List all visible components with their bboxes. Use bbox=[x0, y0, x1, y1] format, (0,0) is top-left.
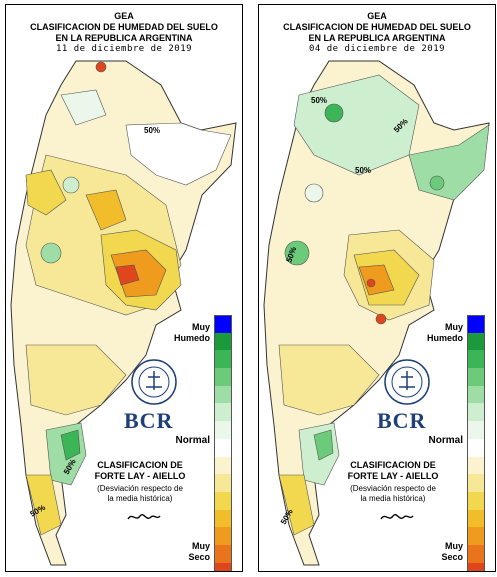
scale-swatch bbox=[467, 527, 485, 545]
classification-line1: CLASIFICACION DE bbox=[350, 460, 436, 470]
org-label: GEA bbox=[367, 11, 387, 21]
map-title-line1: CLASIFICACION DE HUMEDAD DEL SUELO bbox=[283, 22, 471, 32]
bcr-seal-logo bbox=[131, 359, 177, 405]
scale-swatch bbox=[214, 368, 232, 386]
org-label: GEA bbox=[114, 11, 134, 21]
region-wet-north bbox=[293, 74, 420, 176]
legend-label-humedo: Humedo bbox=[427, 333, 463, 343]
classification-line2: FORTE LAY - AIELLO bbox=[347, 471, 439, 481]
region-very-dry bbox=[110, 249, 167, 298]
scale-swatch bbox=[214, 403, 232, 422]
wet-spot bbox=[62, 176, 80, 194]
bcr-seal-logo bbox=[384, 359, 430, 405]
legend-label-seco: Seco bbox=[441, 552, 463, 562]
extreme-dry-spot bbox=[375, 313, 387, 325]
region-very-dry bbox=[358, 264, 395, 296]
wet-spot bbox=[304, 183, 324, 203]
scale-swatch bbox=[214, 315, 232, 333]
scale-swatch bbox=[214, 332, 232, 351]
description-line2: la media histórica) bbox=[360, 494, 426, 503]
map-title-line2: EN LA REPUBLICA ARGENTINA bbox=[308, 33, 446, 43]
legend-label-normal: Normal bbox=[175, 435, 210, 446]
legend-label-normal: Normal bbox=[428, 435, 463, 446]
scale-swatch bbox=[467, 491, 485, 510]
region-very-wet-south bbox=[313, 429, 334, 461]
wet-spot bbox=[429, 175, 445, 191]
legend-label-seco: Seco bbox=[188, 552, 210, 562]
region-dry-south bbox=[278, 344, 380, 416]
scale-swatch bbox=[214, 350, 232, 369]
map-date: 04 de diciembre de 2019 bbox=[308, 44, 446, 54]
region-dry-southwest bbox=[25, 474, 62, 536]
region-wet-north bbox=[60, 89, 107, 126]
map-title-line1: CLASIFICACION DE HUMEDAD DEL SUELO bbox=[30, 22, 218, 32]
contour-label: 50% bbox=[311, 96, 327, 105]
scale-swatch bbox=[214, 438, 232, 457]
scale-swatch bbox=[467, 421, 485, 439]
region-dry-center bbox=[85, 189, 127, 231]
region-dry-south bbox=[25, 344, 127, 416]
scale-swatch bbox=[214, 509, 232, 528]
scale-swatch bbox=[467, 350, 485, 369]
scale-swatch bbox=[467, 456, 485, 475]
color-scale bbox=[214, 315, 232, 571]
scale-swatch bbox=[214, 421, 232, 439]
scale-swatch bbox=[467, 509, 485, 528]
bcr-logo-text: BCR bbox=[124, 408, 174, 433]
color-scale bbox=[467, 315, 485, 571]
region-dry-north bbox=[25, 169, 67, 216]
scale-swatch bbox=[467, 438, 485, 457]
legend-label-muy: Muy bbox=[445, 322, 463, 332]
scale-swatch bbox=[467, 544, 485, 563]
scale-swatch bbox=[214, 474, 232, 492]
legend-label-muy: Muy bbox=[192, 541, 210, 551]
contour-label: 50% bbox=[355, 166, 371, 175]
extreme-dry-spot bbox=[95, 61, 107, 73]
region-wet-ne bbox=[408, 124, 490, 201]
description-line1: (Desviación respecto de bbox=[350, 484, 436, 493]
scale-swatch bbox=[467, 562, 485, 571]
region-dry-southwest bbox=[278, 474, 315, 536]
classification-line2: FORTE LAY - AIELLO bbox=[94, 471, 186, 481]
scale-swatch bbox=[214, 456, 232, 475]
scale-swatch bbox=[467, 403, 485, 422]
map-panel-right: GEA CLASIFICACION DE HUMEDAD DEL SUELO E… bbox=[258, 4, 496, 572]
scale-swatch bbox=[214, 562, 232, 571]
scale-swatch bbox=[467, 385, 485, 404]
scale-swatch bbox=[214, 527, 232, 545]
legend-label-humedo: Humedo bbox=[174, 333, 210, 343]
scale-swatch bbox=[467, 474, 485, 492]
signature-scribble bbox=[380, 514, 414, 520]
argentina-soil-moisture-map: 50% 50% 50% bbox=[10, 60, 237, 566]
region-extreme-dry bbox=[115, 264, 140, 286]
map-date: 11 de diciembre de 2019 bbox=[55, 44, 193, 54]
map-panel-left: GEA CLASIFICACION DE HUMEDAD DEL SUELO E… bbox=[5, 4, 243, 572]
scale-swatch bbox=[467, 332, 485, 351]
wet-spot bbox=[40, 242, 62, 264]
very-wet-spot bbox=[324, 103, 344, 123]
classification-line1: CLASIFICACION DE bbox=[97, 460, 183, 470]
description-line2: la media histórica) bbox=[107, 494, 173, 503]
bcr-logo-text: BCR bbox=[377, 408, 427, 433]
legend-label-muy: Muy bbox=[192, 322, 210, 332]
region-very-wet-south bbox=[60, 429, 81, 461]
extreme-dry-spot bbox=[366, 278, 376, 288]
description-line1: (Desviación respecto de bbox=[97, 484, 183, 493]
scale-swatch bbox=[214, 385, 232, 404]
legend-label-muy: Muy bbox=[445, 541, 463, 551]
region-normal-ne bbox=[125, 122, 232, 186]
scale-swatch bbox=[214, 491, 232, 510]
contour-label: 50% bbox=[144, 126, 160, 135]
scale-swatch bbox=[214, 544, 232, 563]
map-title-line2: EN LA REPUBLICA ARGENTINA bbox=[55, 33, 193, 43]
signature-scribble bbox=[127, 514, 161, 520]
scale-swatch bbox=[467, 368, 485, 386]
argentina-soil-moisture-map: 50% 50% 50% 50% 50% bbox=[263, 60, 490, 566]
wet-spot bbox=[284, 240, 310, 266]
scale-swatch bbox=[467, 315, 485, 333]
